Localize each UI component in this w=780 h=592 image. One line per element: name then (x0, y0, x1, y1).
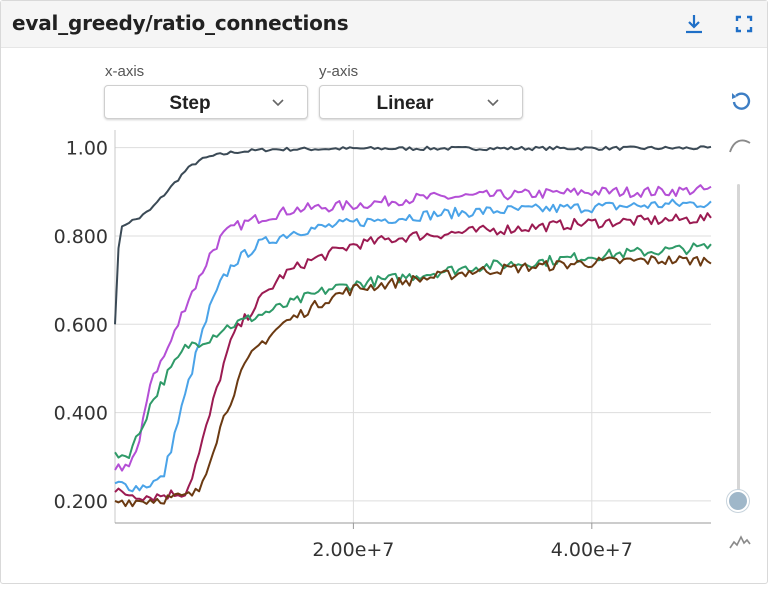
card-title: eval_greedy/ratio_connections (12, 11, 349, 35)
yaxis-select[interactable]: Linear (319, 85, 523, 119)
y-tick-label: 0.600 (54, 314, 108, 336)
reset-icon (732, 92, 751, 110)
yaxis-caption: y-axis (319, 63, 359, 80)
series-line (114, 212, 712, 502)
x-tick-label: 2.00e+7 (312, 539, 394, 561)
download-button[interactable] (681, 11, 707, 37)
series-line (114, 184, 712, 472)
xaxis-caption: x-axis (105, 63, 145, 80)
series-line (114, 255, 712, 508)
ticks-layer: 0.200 0.400 0.600 0.800 1.00 2.00e+7 4.00e+7 (54, 138, 633, 561)
y-tick-label: 0.800 (54, 226, 108, 248)
chevron-down-icon (272, 99, 284, 107)
series-line (114, 145, 712, 325)
grid-layer (114, 130, 711, 529)
yaxis-select-value: Linear (376, 93, 434, 114)
card-header: eval_greedy/ratio_connections (1, 1, 767, 48)
download-icon (686, 15, 702, 34)
fullscreen-icon (735, 15, 753, 33)
smoothing-slider-thumb[interactable] (727, 490, 749, 512)
smooth-curve-icon[interactable] (728, 134, 752, 156)
y-tick-label: 1.00 (66, 138, 108, 160)
chevron-down-icon (487, 99, 499, 107)
reset-button[interactable] (728, 88, 754, 114)
y-tick-label: 0.200 (54, 491, 108, 513)
series-layer (114, 145, 712, 508)
x-tick-label: 4.00e+7 (551, 539, 633, 561)
series-line (114, 242, 712, 459)
xaxis-select-value: Step (169, 93, 211, 114)
fullscreen-button[interactable] (731, 11, 757, 37)
y-tick-label: 0.400 (54, 403, 108, 425)
series-line (114, 198, 712, 493)
xaxis-select[interactable]: Step (104, 85, 308, 119)
raw-curve-icon[interactable] (728, 531, 752, 553)
smoothing-slider-track[interactable] (737, 184, 740, 500)
